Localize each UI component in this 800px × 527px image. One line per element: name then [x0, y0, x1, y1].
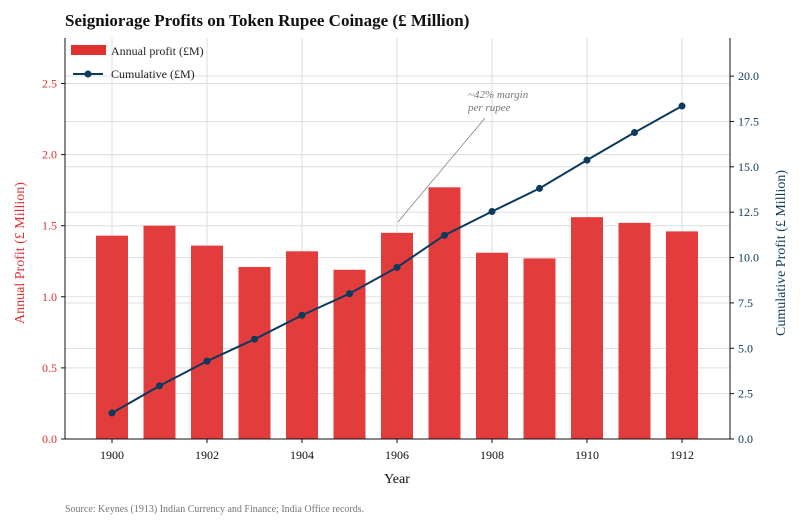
- bar-1904: [286, 251, 318, 439]
- y-left-tick-label: 0.0: [42, 432, 57, 446]
- y-axis-left-label: Annual Profit (£ Million): [13, 182, 28, 324]
- x-tick-label: 1910: [575, 448, 599, 462]
- y-left-tick-label: 0.5: [42, 361, 57, 375]
- bar-1900: [96, 235, 128, 439]
- y-right-tick-label: 2.5: [738, 387, 753, 401]
- y-right-tick-label: 10.0: [738, 251, 759, 265]
- y-right-tick-label: 17.5: [738, 114, 759, 128]
- cumulative-point-1912: [678, 102, 686, 110]
- bar-1909: [523, 258, 556, 439]
- bar-1902: [191, 245, 223, 439]
- legend-swatch-bar: [71, 45, 106, 55]
- bar-1906: [381, 232, 413, 439]
- annotation-line-1: ~42% margin: [468, 89, 529, 101]
- bar-1908: [476, 252, 508, 439]
- x-tick-label: 1900: [100, 448, 124, 462]
- cumulative-point-1900: [108, 409, 116, 417]
- bar-1907: [428, 187, 461, 439]
- x-tick-label: 1902: [195, 448, 219, 462]
- y-right-tick-label: 0.0: [738, 432, 753, 446]
- legend-label-cumulative: Cumulative (£M): [111, 67, 195, 81]
- x-tick-label: 1904: [290, 448, 314, 462]
- cumulative-point-1904: [298, 311, 306, 319]
- bar-1901: [143, 225, 176, 439]
- annotation-arrow: [397, 117, 486, 223]
- y-left-tick-label: 2.0: [42, 148, 57, 162]
- bar-1911: [618, 222, 651, 439]
- cumulative-point-1903: [251, 335, 258, 343]
- y-left-tick-label: 2.5: [42, 77, 57, 91]
- cumulative-point-1901: [156, 382, 163, 390]
- legend-marker: [84, 70, 92, 78]
- bar-1903: [238, 266, 271, 439]
- cumulative-point-1902: [203, 357, 211, 365]
- y-right-tick-label: 12.5: [738, 205, 759, 219]
- cumulative-point-1910: [583, 156, 591, 164]
- y-left-tick-label: 1.0: [42, 290, 57, 304]
- bar-1910: [571, 217, 603, 439]
- annotation: ~42% margin per rupee: [397, 89, 529, 223]
- cumulative-point-1909: [536, 184, 543, 192]
- y-right-tick-label: 7.5: [738, 296, 753, 310]
- y-right-tick-label: 5.0: [738, 341, 753, 355]
- legend-label-annual: Annual profit (£M): [111, 44, 204, 58]
- bar-1912: [666, 231, 698, 439]
- annotation-line-2: per rupee: [467, 102, 511, 114]
- y-right-tick-label: 20.0: [738, 69, 759, 83]
- y-right-tick-label: 15.0: [738, 160, 759, 174]
- x-axis-label: Year: [384, 472, 410, 487]
- y-axis-right-label: Cumulative Profit (£ Million): [774, 170, 789, 336]
- legend: Annual profit (£M) Cumulative (£M): [71, 44, 204, 81]
- cumulative-point-1911: [631, 129, 638, 137]
- cumulative-point-1906: [393, 263, 401, 271]
- cumulative-point-1907: [441, 231, 448, 239]
- cumulative-point-1908: [488, 207, 496, 215]
- x-tick-label: 1912: [670, 448, 694, 462]
- x-tick-label: 1908: [480, 448, 504, 462]
- y-left-tick-label: 1.5: [42, 219, 57, 233]
- x-tick-label: 1906: [385, 448, 409, 462]
- chart-title: Seigniorage Profits on Token Rupee Coina…: [65, 11, 469, 30]
- source-note: Source: Keynes (1913) Indian Currency an…: [65, 504, 364, 515]
- cumulative-point-1905: [346, 290, 353, 298]
